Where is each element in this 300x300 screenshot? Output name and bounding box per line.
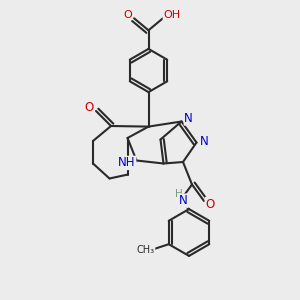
Text: NH: NH (118, 156, 136, 170)
Text: N: N (184, 112, 193, 125)
Text: O: O (85, 101, 94, 114)
Text: N: N (179, 194, 188, 207)
Text: N: N (200, 135, 209, 148)
Text: OH: OH (163, 10, 181, 20)
Text: H: H (175, 189, 182, 200)
Text: O: O (206, 197, 214, 211)
Text: CH₃: CH₃ (136, 245, 155, 255)
Text: O: O (123, 10, 132, 20)
